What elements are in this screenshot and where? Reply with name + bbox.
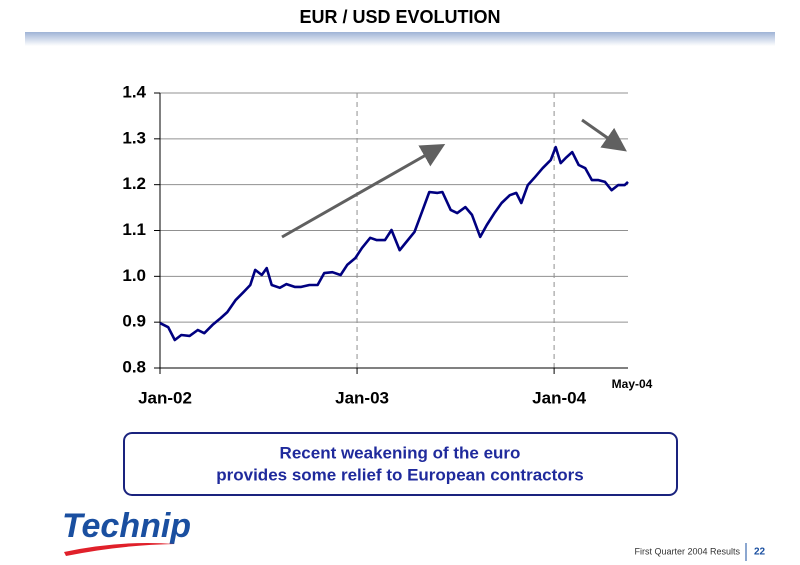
header-bar xyxy=(25,32,775,46)
y-tick-label: 0.9 xyxy=(122,312,146,331)
chart: 0.8 0.9 1.0 1.1 1.2 1.3 1.4 Jan-02 Jan-03 Jan-04 M… xyxy=(122,82,652,407)
logo-swoosh xyxy=(64,543,175,556)
line-series xyxy=(159,145,629,342)
slide-title: EUR / USD EVOLUTION xyxy=(299,7,500,27)
y-tick-label: 1.0 xyxy=(122,266,146,285)
callout-text: Recent weakening of the euro xyxy=(280,443,521,462)
y-tick-label: 1.2 xyxy=(122,174,146,193)
x-end-label: May-04 xyxy=(612,377,653,391)
x-tick-label: Jan-02 xyxy=(138,388,192,407)
callout-text: provides some relief to European contrac… xyxy=(216,465,583,484)
x-tick-label: Jan-03 xyxy=(335,388,389,407)
trend-arrow xyxy=(281,144,446,239)
x-tick-label: Jan-04 xyxy=(532,388,586,407)
footer-text: First Quarter 2004 Results xyxy=(634,546,740,556)
callout-box xyxy=(123,432,678,496)
y-tick-label: 1.1 xyxy=(122,220,146,239)
page-number: 22 xyxy=(754,547,766,558)
logo: Technip xyxy=(62,507,191,545)
y-tick-label: 0.8 xyxy=(122,357,146,376)
y-tick-label: 1.4 xyxy=(122,82,146,101)
y-tick-label: 1.3 xyxy=(122,128,146,147)
trend-arrow xyxy=(581,118,627,152)
